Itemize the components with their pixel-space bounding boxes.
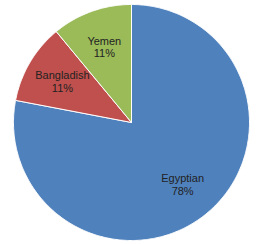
svg-text:Egyptian78%: Egyptian78%: [161, 172, 204, 197]
svg-text:Bangladish11%: Bangladish11%: [35, 69, 89, 94]
svg-text:Yemen11%: Yemen11%: [87, 35, 121, 60]
